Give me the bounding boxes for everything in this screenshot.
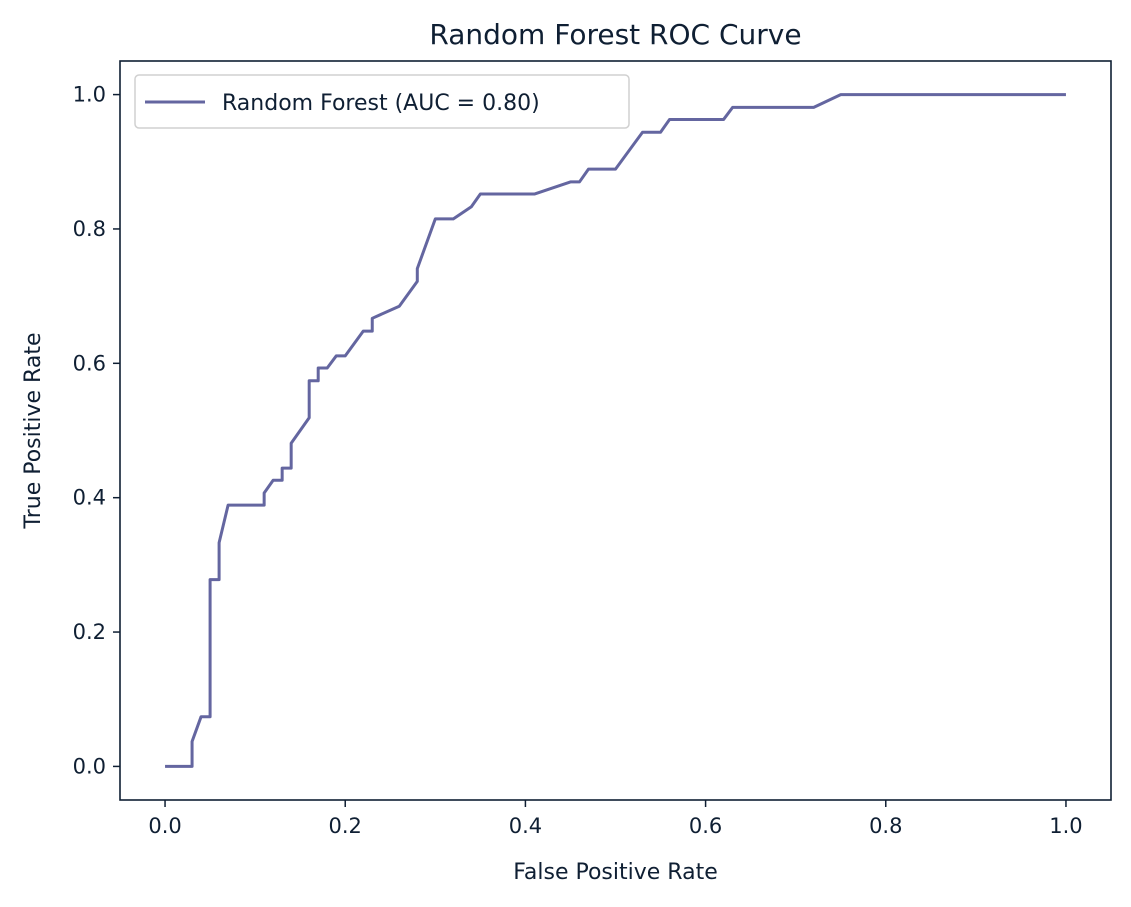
x-tick-label: 0.2 (329, 814, 362, 838)
y-tick-label: 0.2 (73, 620, 106, 644)
y-axis: 0.0 0.2 0.4 0.6 0.8 1.0 (73, 83, 120, 778)
x-axis: 0.0 0.2 0.4 0.6 0.8 1.0 (148, 800, 1083, 838)
plot-frame (119, 60, 1112, 801)
y-tick-label: 0.6 (73, 351, 106, 375)
legend-box (134, 74, 630, 129)
x-tick-label: 0.6 (689, 814, 722, 838)
legend-label-random-forest: Random Forest (AUC = 0.80) (222, 91, 540, 116)
x-tick-label: 1.0 (1049, 814, 1082, 838)
x-tick-label: 0.0 (148, 814, 181, 838)
x-tick-label: 0.4 (509, 814, 542, 838)
chart-title: Random Forest ROC Curve (429, 18, 801, 51)
y-axis-label: True Positive Rate (21, 333, 46, 530)
y-tick-label: 1.0 (73, 83, 106, 107)
series-line-random-forest (165, 93, 1066, 768)
x-axis-label: False Positive Rate (513, 860, 717, 885)
y-tick-label: 0.8 (73, 217, 106, 241)
y-tick-label: 0.4 (73, 486, 106, 510)
legend: Random Forest (AUC = 0.80) (134, 74, 630, 129)
y-tick-label: 0.0 (73, 754, 106, 778)
x-tick-label: 0.8 (869, 814, 902, 838)
